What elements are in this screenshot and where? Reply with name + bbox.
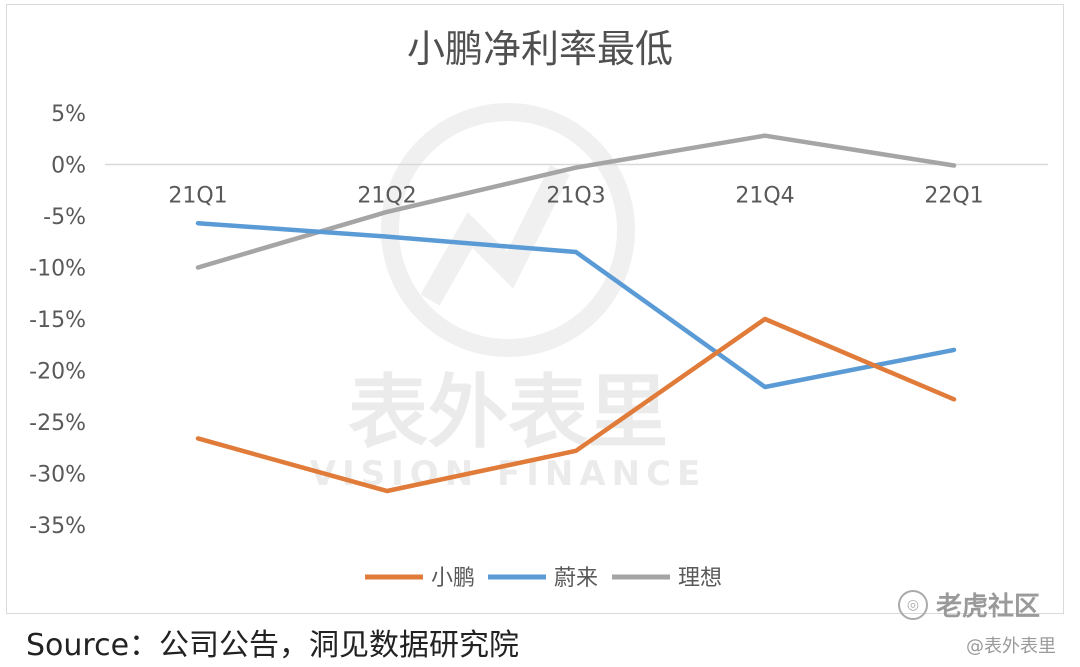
y-tick-label: -10% — [29, 257, 86, 282]
watermark-logo: 表外表里 VISION FINANCE — [310, 103, 700, 494]
y-tick-label: -5% — [43, 205, 86, 230]
handle-watermark: @表外表里 — [966, 636, 1056, 657]
legend-label: 小鹏 — [431, 566, 475, 591]
y-tick-label: 0% — [51, 154, 86, 179]
x-axis: 21Q1 21Q2 21Q3 21Q4 22Q1 — [168, 184, 983, 209]
series-layer — [195, 133, 957, 494]
watermark-cn: 表外表里 — [348, 366, 668, 459]
y-tick-label: -35% — [29, 514, 86, 539]
brand-icon: ◎ — [897, 589, 928, 620]
chart-title: 小鹏净利率最低 — [407, 27, 673, 71]
brand-watermark: ◎ 老虎社区 — [897, 586, 1040, 623]
y-tick-label: -25% — [29, 411, 86, 436]
x-tick-label: 22Q1 — [924, 184, 983, 209]
legend-label: 蔚来 — [554, 566, 598, 591]
source-note: Source：公司公告，洞见数据研究院 — [26, 628, 520, 663]
series-line-2 — [195, 220, 957, 390]
x-tick-label: 21Q3 — [546, 184, 605, 209]
legend-label: 理想 — [678, 566, 722, 591]
y-tick-label: 5% — [51, 102, 86, 127]
chart-frame — [6, 4, 1064, 614]
y-tick-label: -20% — [29, 360, 86, 385]
y-axis: 5% 0% -5% -10% -15% -20% -25% -30% -35% — [29, 102, 86, 539]
brand-name: 老虎社区 — [935, 592, 1040, 622]
y-tick-label: -30% — [29, 463, 86, 488]
x-tick-label: 21Q2 — [357, 184, 416, 209]
x-tick-label: 21Q4 — [735, 184, 794, 209]
series-line-1 — [195, 316, 957, 494]
legend: 小鹏 蔚来 理想 — [365, 566, 722, 591]
x-tick-label: 21Q1 — [168, 184, 227, 209]
y-tick-label: -15% — [29, 308, 86, 333]
